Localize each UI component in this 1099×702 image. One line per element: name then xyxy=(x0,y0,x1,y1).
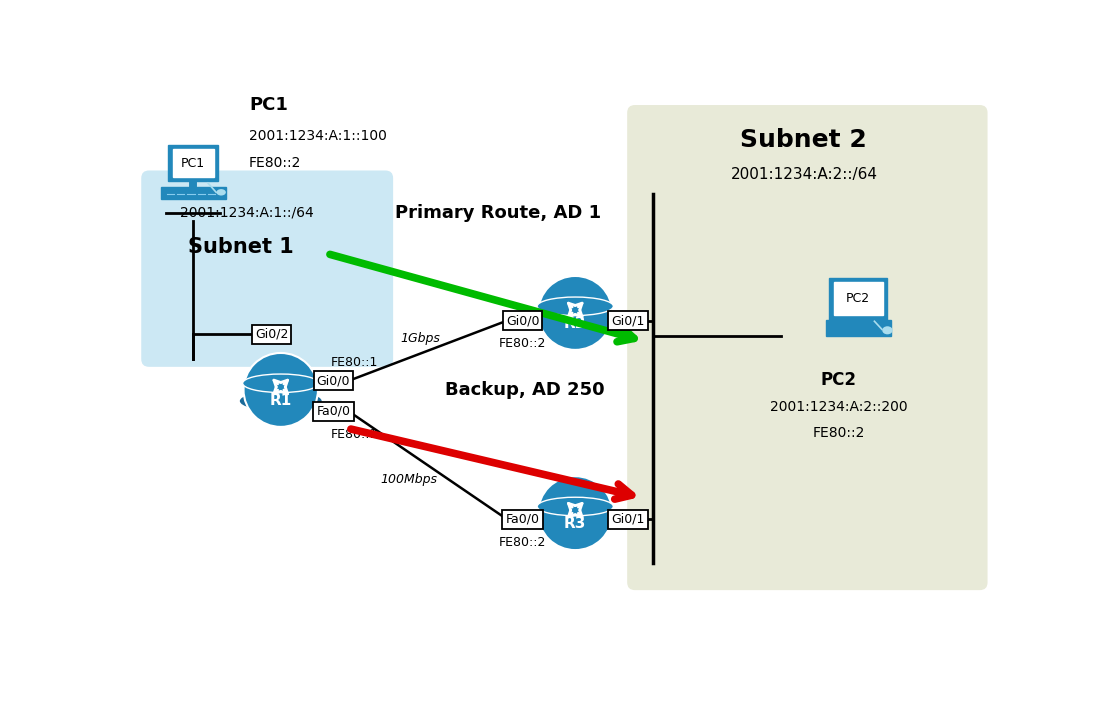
Text: FE80::2: FE80::2 xyxy=(812,426,865,440)
FancyBboxPatch shape xyxy=(160,187,225,199)
Text: Gi0/0: Gi0/0 xyxy=(317,374,351,388)
FancyBboxPatch shape xyxy=(829,277,887,319)
Ellipse shape xyxy=(217,189,226,196)
Text: FE80::2: FE80::2 xyxy=(249,156,301,170)
Text: Fa0/0: Fa0/0 xyxy=(317,405,351,418)
Circle shape xyxy=(539,276,612,350)
Text: Primary Route, AD 1: Primary Route, AD 1 xyxy=(395,204,601,222)
Text: PC2: PC2 xyxy=(846,292,870,305)
Text: Subnet 1: Subnet 1 xyxy=(188,237,293,258)
Text: FE80::1: FE80::1 xyxy=(331,428,378,441)
Text: PC2: PC2 xyxy=(821,371,857,389)
Ellipse shape xyxy=(537,497,613,516)
FancyBboxPatch shape xyxy=(173,150,214,177)
Text: FE80::2: FE80::2 xyxy=(499,337,546,350)
Text: 1Gbps: 1Gbps xyxy=(400,331,441,345)
Text: Gi0/1: Gi0/1 xyxy=(611,314,645,327)
Text: 2001:1234:A:1::/64: 2001:1234:A:1::/64 xyxy=(180,206,313,220)
Circle shape xyxy=(539,476,612,550)
Ellipse shape xyxy=(534,514,617,534)
FancyBboxPatch shape xyxy=(628,105,988,590)
Text: PC1: PC1 xyxy=(181,157,206,170)
Text: R1: R1 xyxy=(269,393,292,408)
Text: 2001:1234:A:2::200: 2001:1234:A:2::200 xyxy=(770,400,908,414)
Text: Gi0/2: Gi0/2 xyxy=(255,328,288,341)
Ellipse shape xyxy=(882,326,892,334)
Text: 100Mbps: 100Mbps xyxy=(380,473,437,486)
Text: Gi0/1: Gi0/1 xyxy=(611,512,645,526)
Text: FE80::2: FE80::2 xyxy=(499,536,546,549)
Ellipse shape xyxy=(534,314,617,334)
Text: PC1: PC1 xyxy=(249,96,288,114)
Text: R3: R3 xyxy=(564,516,587,531)
Text: FE80::1: FE80::1 xyxy=(331,357,378,369)
Text: Fa0/0: Fa0/0 xyxy=(506,512,540,526)
Text: 2001:1234:A:2::/64: 2001:1234:A:2::/64 xyxy=(731,167,877,182)
Text: Subnet 2: Subnet 2 xyxy=(741,128,867,152)
FancyBboxPatch shape xyxy=(825,319,890,336)
FancyBboxPatch shape xyxy=(834,282,882,314)
Text: R2: R2 xyxy=(564,316,587,331)
Circle shape xyxy=(244,353,318,427)
FancyBboxPatch shape xyxy=(168,145,219,182)
Text: 2001:1234:A:1::100: 2001:1234:A:1::100 xyxy=(249,129,387,143)
Ellipse shape xyxy=(243,374,319,392)
FancyBboxPatch shape xyxy=(142,171,393,367)
Ellipse shape xyxy=(537,297,613,315)
Ellipse shape xyxy=(240,391,322,411)
Text: Backup, AD 250: Backup, AD 250 xyxy=(445,381,604,399)
Text: Gi0/0: Gi0/0 xyxy=(506,314,540,327)
